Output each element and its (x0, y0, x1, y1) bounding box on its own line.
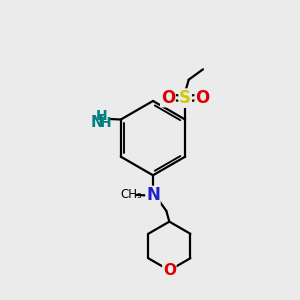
Text: S: S (179, 89, 191, 107)
Text: N: N (91, 115, 103, 130)
Text: H: H (96, 109, 108, 123)
Text: N: N (146, 187, 160, 205)
Text: O: O (161, 88, 175, 106)
Text: H: H (100, 116, 111, 130)
Text: CH₃: CH₃ (120, 188, 142, 201)
Text: O: O (163, 263, 176, 278)
Text: O: O (195, 88, 209, 106)
